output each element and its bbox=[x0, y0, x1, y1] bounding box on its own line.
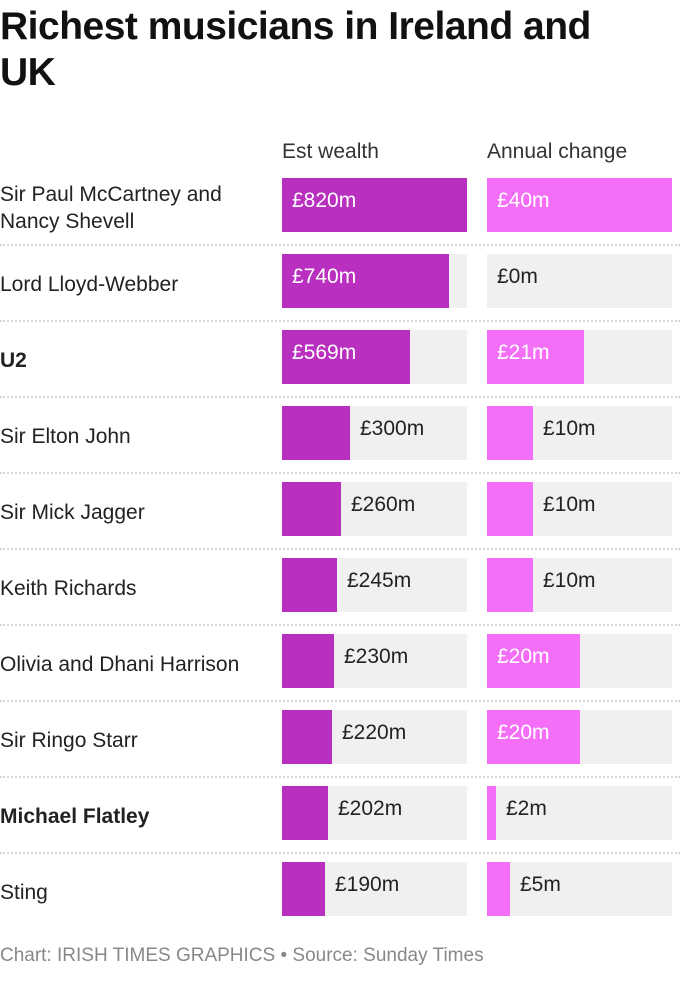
table-row: Olivia and Dhani Harrison £230m £20m bbox=[0, 626, 680, 702]
annual-change-value: £5m bbox=[520, 873, 561, 896]
table-row: U2 £569m £21m bbox=[0, 322, 680, 398]
row-label: Keith Richards bbox=[0, 576, 137, 600]
annual-change-bar-track: £40m bbox=[487, 178, 672, 232]
annual-change-bar bbox=[487, 406, 533, 460]
row-label: Sir Ringo Starr bbox=[0, 728, 138, 752]
est-wealth-value: £740m bbox=[292, 265, 357, 288]
row-label: Sir Elton John bbox=[0, 424, 131, 448]
est-wealth-bar bbox=[282, 634, 334, 688]
table-row: Sir Mick Jagger £260m £10m bbox=[0, 474, 680, 550]
table-row: Sir Elton John £300m £10m bbox=[0, 398, 680, 474]
est-wealth-bar bbox=[282, 710, 332, 764]
est-wealth-value: £245m bbox=[347, 569, 412, 592]
annual-change-bar-track: £5m bbox=[487, 862, 672, 916]
est-wealth-bar bbox=[282, 786, 328, 840]
row-label: U2 bbox=[0, 348, 27, 372]
row-label: Sir Paul McCartney and Nancy Shevell bbox=[0, 183, 222, 233]
annual-change-bar-track: £0m bbox=[487, 254, 672, 308]
annual-change-bar-track: £10m bbox=[487, 558, 672, 612]
annual-change-bar bbox=[487, 710, 580, 764]
est-wealth-bar-track: £300m bbox=[282, 406, 467, 460]
chart-source-footer: Chart: IRISH TIMES GRAPHICS • Source: Su… bbox=[0, 945, 484, 966]
annual-change-bar-track: £20m bbox=[487, 634, 672, 688]
annual-change-bar-track: £21m bbox=[487, 330, 672, 384]
annual-change-value: £21m bbox=[497, 341, 550, 364]
table-row: Sir Ringo Starr £220m £20m bbox=[0, 702, 680, 778]
est-wealth-bar-track: £190m bbox=[282, 862, 467, 916]
table-row: Michael Flatley £202m £2m bbox=[0, 778, 680, 854]
est-wealth-bar bbox=[282, 178, 467, 232]
row-label: Lord Lloyd-Webber bbox=[0, 272, 179, 296]
column-header-est-wealth: Est wealth bbox=[282, 140, 379, 163]
est-wealth-bar-track: £202m bbox=[282, 786, 467, 840]
est-wealth-bar-track: £569m bbox=[282, 330, 467, 384]
annual-change-bar bbox=[487, 558, 533, 612]
est-wealth-bar bbox=[282, 254, 449, 308]
est-wealth-bar-track: £260m bbox=[282, 482, 467, 536]
bar-table: Sir Paul McCartney and Nancy Shevell £820… bbox=[0, 170, 680, 930]
table-row: Sting £190m £5m bbox=[0, 854, 680, 930]
column-header-annual-change: Annual change bbox=[487, 140, 628, 163]
est-wealth-bar-track: £820m bbox=[282, 178, 467, 232]
est-wealth-bar-track: £245m bbox=[282, 558, 467, 612]
annual-change-bar-track: £2m bbox=[487, 786, 672, 840]
chart-title: Richest musicians in Ireland and UK bbox=[0, 5, 591, 94]
annual-change-bar bbox=[487, 634, 580, 688]
est-wealth-value: £202m bbox=[338, 797, 403, 820]
annual-change-bar bbox=[487, 178, 672, 232]
est-wealth-value: £230m bbox=[344, 645, 409, 668]
annual-change-value: £10m bbox=[543, 569, 596, 592]
est-wealth-bar-track: £220m bbox=[282, 710, 467, 764]
annual-change-value: £20m bbox=[497, 645, 550, 668]
row-label: Olivia and Dhani Harrison bbox=[0, 652, 240, 676]
est-wealth-value: £220m bbox=[342, 721, 407, 744]
est-wealth-bar-track: £740m bbox=[282, 254, 467, 308]
est-wealth-bar bbox=[282, 330, 410, 384]
est-wealth-value: £260m bbox=[351, 493, 416, 516]
est-wealth-bar bbox=[282, 406, 350, 460]
annual-change-value: £10m bbox=[543, 417, 596, 440]
est-wealth-bar bbox=[282, 482, 341, 536]
annual-change-bar bbox=[487, 862, 510, 916]
annual-change-bar-track: £10m bbox=[487, 482, 672, 536]
table-row: Keith Richards £245m £10m bbox=[0, 550, 680, 626]
est-wealth-bar bbox=[282, 558, 337, 612]
annual-change-bar bbox=[487, 482, 533, 536]
row-label: Michael Flatley bbox=[0, 804, 150, 828]
row-label: Sting bbox=[0, 880, 48, 904]
annual-change-value: £20m bbox=[497, 721, 550, 744]
est-wealth-bar-track: £230m bbox=[282, 634, 467, 688]
est-wealth-value: £190m bbox=[335, 873, 400, 896]
est-wealth-bar bbox=[282, 862, 325, 916]
annual-change-bar bbox=[487, 786, 496, 840]
annual-change-value: £10m bbox=[543, 493, 596, 516]
table-row: Lord Lloyd-Webber £740m £0m bbox=[0, 246, 680, 322]
annual-change-bar-track: £10m bbox=[487, 406, 672, 460]
annual-change-bar-track: £20m bbox=[487, 710, 672, 764]
annual-change-value: £2m bbox=[506, 797, 547, 820]
table-row: Sir Paul McCartney and Nancy Shevell £820… bbox=[0, 170, 680, 246]
row-label: Sir Mick Jagger bbox=[0, 500, 145, 524]
annual-change-value: £40m bbox=[497, 189, 550, 212]
annual-change-bar bbox=[487, 330, 584, 384]
est-wealth-value: £569m bbox=[292, 341, 357, 364]
est-wealth-value: £300m bbox=[360, 417, 425, 440]
est-wealth-value: £820m bbox=[292, 189, 357, 212]
annual-change-value: £0m bbox=[497, 265, 538, 288]
